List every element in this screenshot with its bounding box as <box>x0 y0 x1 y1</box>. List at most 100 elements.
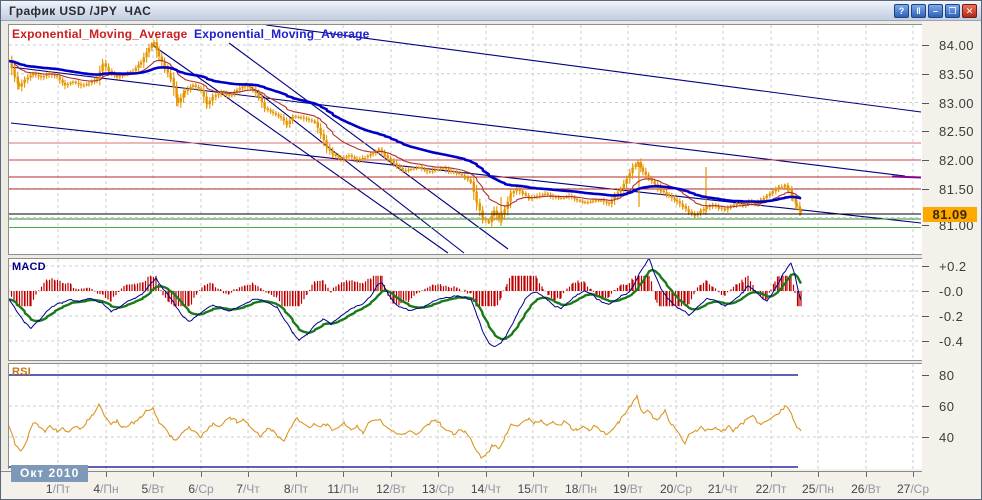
price-axis-label: 81.50 <box>939 181 975 197</box>
price-axis-label: 83.50 <box>939 66 975 82</box>
date-label: 6/Ср <box>188 482 214 496</box>
trendline <box>10 122 922 224</box>
trendline <box>228 42 509 250</box>
macd-axis-label: -0.0 <box>939 284 964 299</box>
date-label: 8/Пт <box>283 482 309 496</box>
scale-tick <box>922 291 929 292</box>
month-badge: Окт 2010 <box>11 465 89 482</box>
date-tick <box>628 472 629 477</box>
price-chart[interactable] <box>9 25 922 254</box>
macd-axis-label: -0.4 <box>939 334 964 349</box>
macd-chart[interactable] <box>9 259 922 360</box>
scale-tick <box>922 316 929 317</box>
date-label: 1/Пт <box>45 482 71 496</box>
date-label: 12/Вт <box>376 482 406 496</box>
rsi-axis-label: 40 <box>939 430 955 445</box>
date-label: 4/Пн <box>93 482 119 496</box>
date-label: 21/Чт <box>707 482 739 496</box>
price-pane[interactable] <box>8 24 923 255</box>
date-label: 15/Пт <box>517 482 549 496</box>
scale-tick <box>922 102 929 104</box>
scale-tick <box>922 160 929 161</box>
grid-lines <box>9 259 921 360</box>
rsi-axis-label: 60 <box>939 399 955 414</box>
scale-tick <box>922 341 929 342</box>
date-tick <box>248 472 249 477</box>
title-bar[interactable]: График USD /JPY ЧАС ? ‖ – ❐ ✕ <box>1 1 981 21</box>
restore-button[interactable]: ❐ <box>945 4 960 18</box>
scale-tick <box>922 45 929 46</box>
window-title: График USD /JPY ЧАС <box>9 4 152 18</box>
macd-signal-line <box>9 269 803 341</box>
date-tick <box>676 472 677 477</box>
rsi-line <box>9 393 802 459</box>
date-label: 27/Ср <box>896 482 930 496</box>
rsi-pane[interactable] <box>8 363 923 470</box>
date-label: 25/Пн <box>802 482 834 496</box>
price-axis-label: 82.00 <box>939 153 975 168</box>
trendline <box>245 82 465 254</box>
macd-main-line <box>9 259 802 348</box>
ema-label-blue: Exponential_Moving_Average <box>194 27 370 41</box>
date-tick <box>533 472 534 477</box>
date-label: 5/Вт <box>141 482 165 496</box>
date-label: 18/Пн <box>565 482 597 496</box>
rsi-axis-label: 80 <box>939 368 955 383</box>
window-buttons: ? ‖ – ❐ ✕ <box>894 4 977 18</box>
date-label: 14/Чт <box>470 482 502 496</box>
date-tick <box>106 472 107 477</box>
price-axis-label: 83.00 <box>939 95 975 111</box>
grid-lines <box>9 25 921 254</box>
macd-label: MACD <box>12 261 46 273</box>
help-button[interactable]: ? <box>894 4 909 18</box>
date-label: 26/Вт <box>851 482 881 496</box>
date-tick <box>581 472 582 477</box>
date-tick <box>818 472 819 477</box>
scale-tick <box>922 188 929 190</box>
ema-fast-line <box>9 59 802 208</box>
candle-wicks <box>11 36 802 228</box>
trendline <box>265 25 922 113</box>
date-tick <box>201 472 202 477</box>
date-label: 22/Пт <box>755 482 787 496</box>
date-label: 20/Ср <box>659 482 693 496</box>
date-tick <box>438 472 439 477</box>
date-tick <box>391 472 392 477</box>
trendline <box>150 43 449 254</box>
time-axis[interactable]: Окт 2010 1/Пт 4/Пн 5/Вт 6/Ср 7/Чт 8/Пт 11/Пн 12… <box>1 465 981 499</box>
scale-tick <box>922 406 929 407</box>
date-tick <box>913 472 914 477</box>
date-tick <box>153 472 154 477</box>
macd-pane[interactable] <box>8 258 923 361</box>
trendline <box>10 66 906 177</box>
ema-slow-line <box>9 59 802 203</box>
date-tick <box>343 472 344 477</box>
current-price-badge: 81.09 <box>923 207 977 222</box>
date-label: 11/Пн <box>327 482 359 496</box>
scale-tick <box>922 437 929 438</box>
rsi-chart[interactable] <box>9 364 922 469</box>
scale-tick <box>922 225 929 226</box>
macd-histogram <box>10 275 802 307</box>
minimize-button[interactable]: – <box>928 4 943 18</box>
date-tick <box>771 472 772 477</box>
date-tick <box>723 472 724 477</box>
ema-label-red: Exponential_Moving_Average <box>12 27 188 41</box>
macd-axis-label: +0.2 <box>939 259 967 274</box>
date-tick <box>866 472 867 477</box>
date-label: 19/Вт <box>613 482 643 496</box>
pause-button[interactable]: ‖ <box>911 4 926 18</box>
date-tick <box>296 472 297 477</box>
price-axis-label: 82.50 <box>939 124 975 140</box>
price-axis-label: 84.00 <box>939 38 975 53</box>
scale-tick <box>922 131 929 133</box>
close-button[interactable]: ✕ <box>962 4 977 18</box>
scale-tick <box>922 375 929 376</box>
scale-tick <box>922 266 929 267</box>
rsi-label: RSI <box>12 366 31 378</box>
grid-lines <box>9 364 921 469</box>
chart-client-area: Exponential_Moving_Average Exponential_M… <box>1 21 981 499</box>
value-scale[interactable]: 81.09 84.00 83.50 83.00 82.50 82.00 81.50 81.0… <box>922 21 981 471</box>
date-label: 13/Ср <box>421 482 455 496</box>
